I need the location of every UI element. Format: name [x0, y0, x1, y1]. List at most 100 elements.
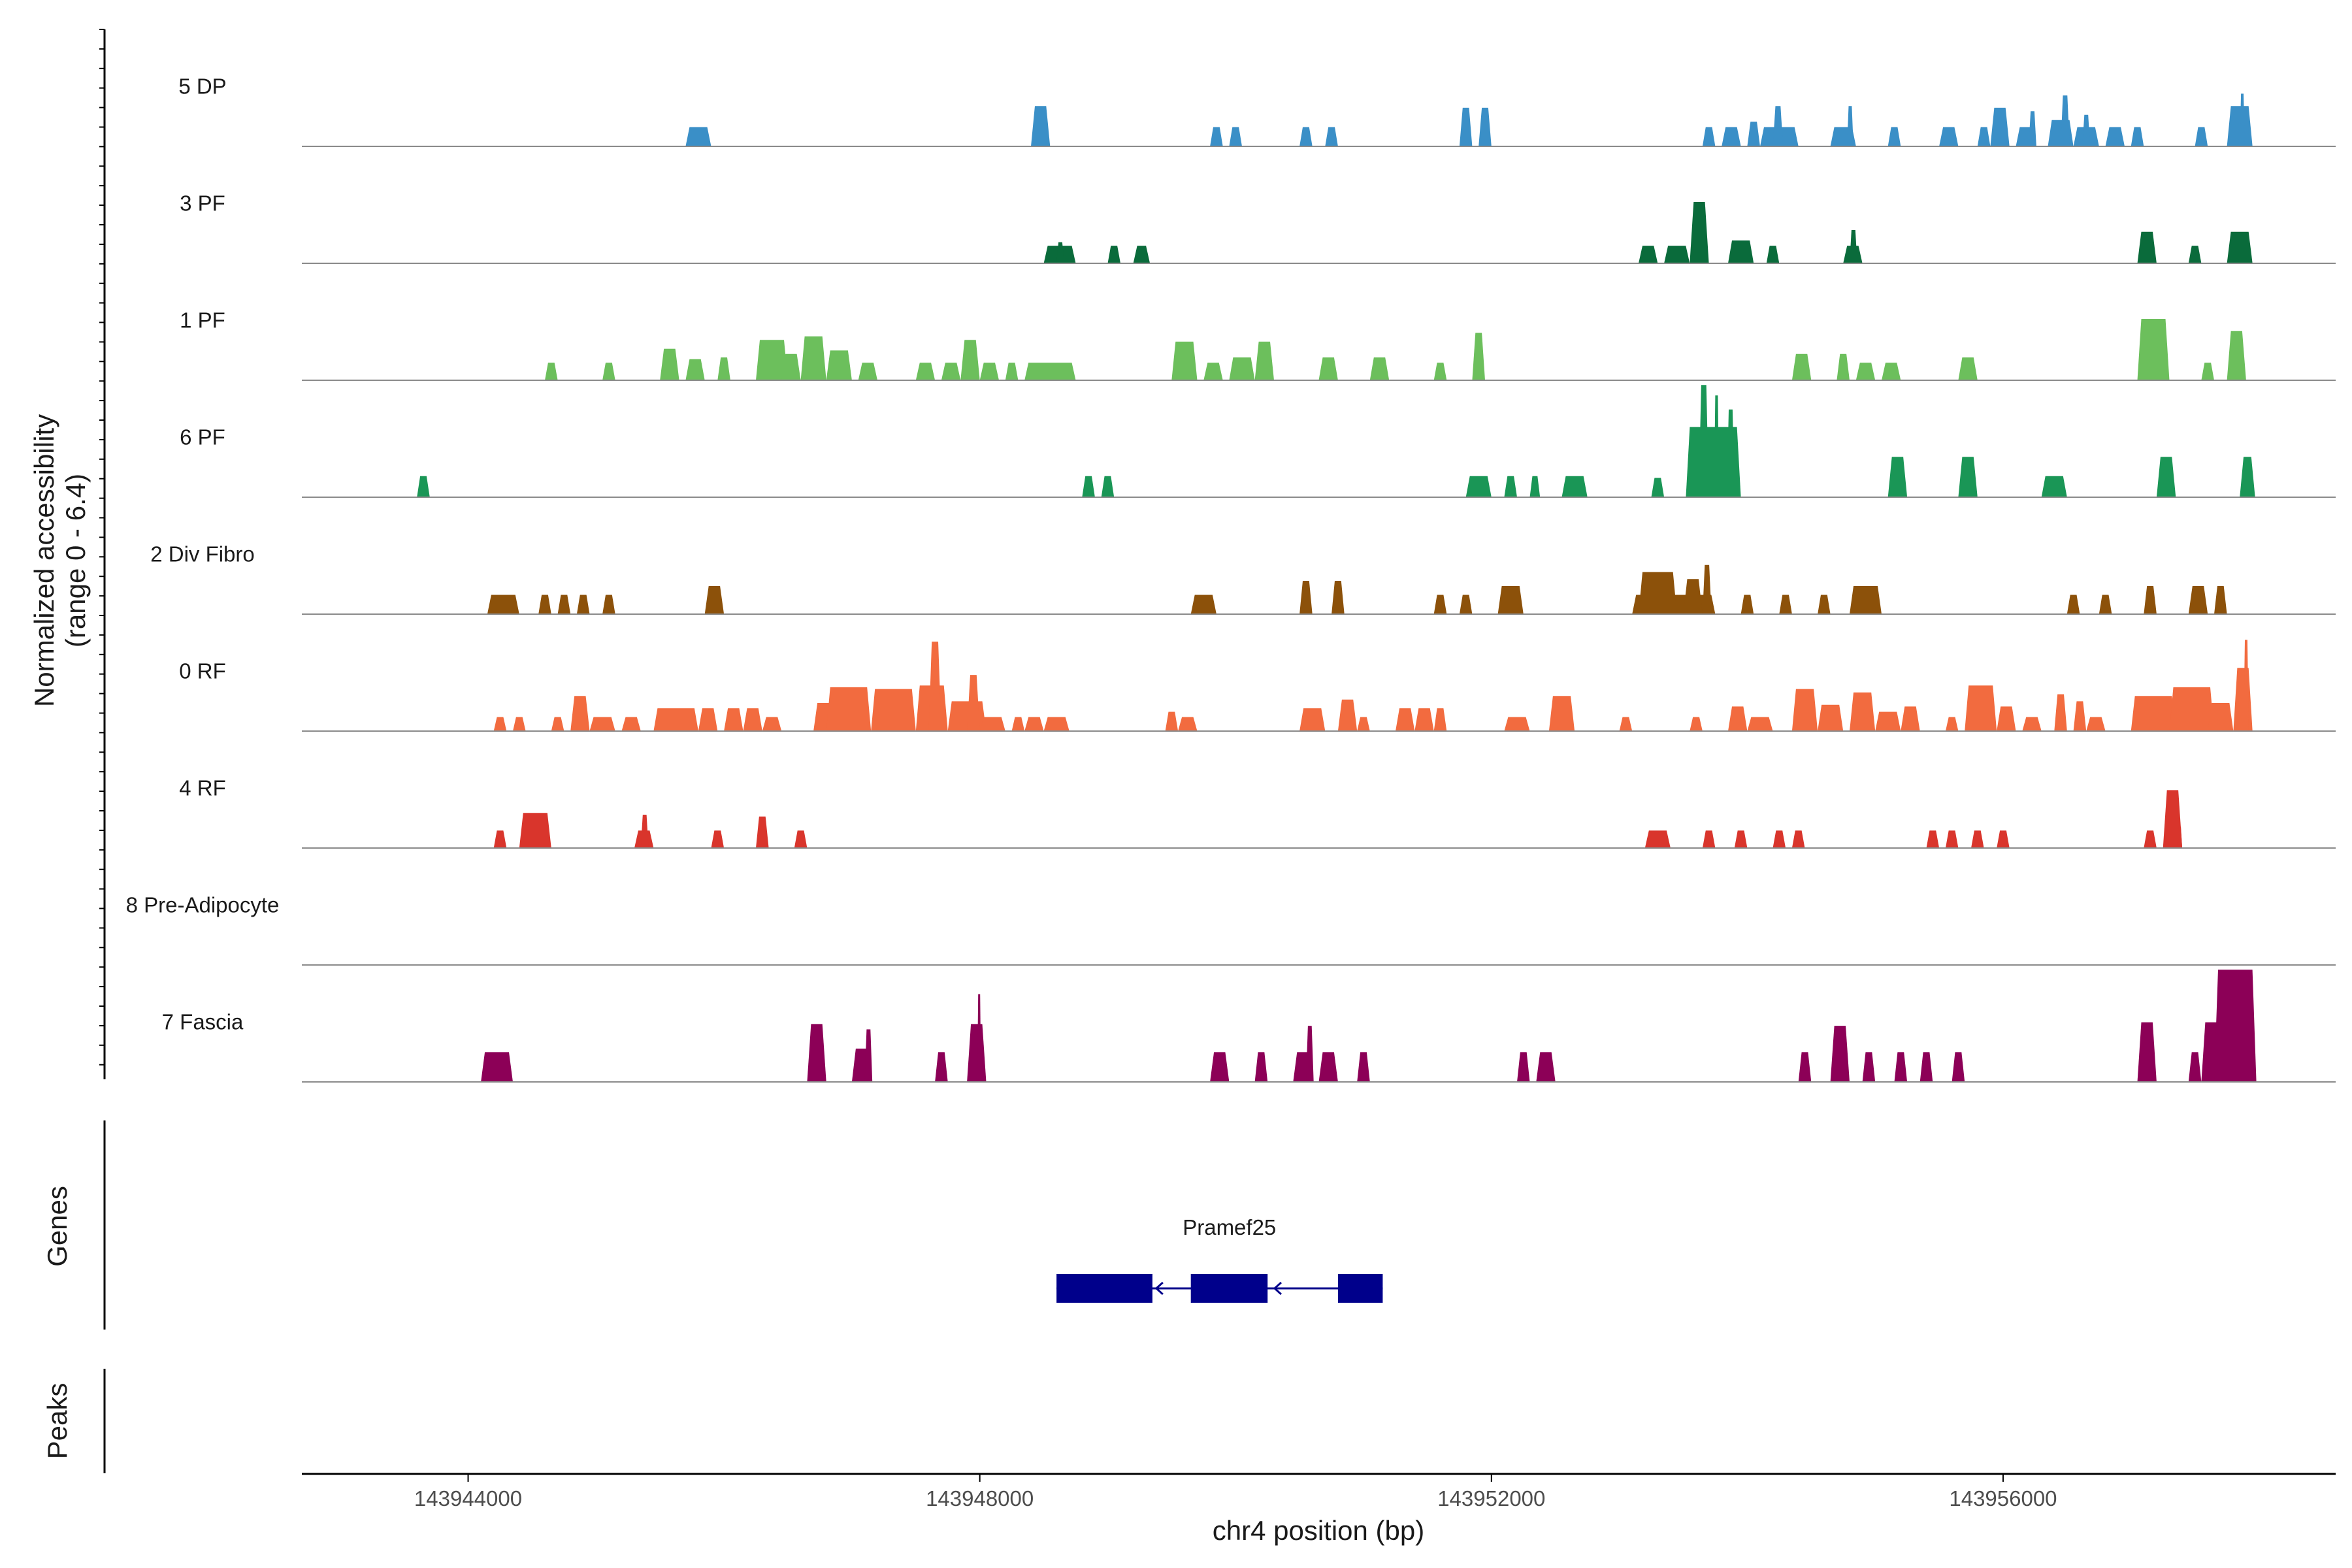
- coverage-peak-0-0: [685, 127, 711, 146]
- coverage-peak-6-8: [1702, 830, 1716, 848]
- coverage-peak-2-28: [1958, 357, 1978, 380]
- coverage-peak-4-24: [2214, 586, 2227, 614]
- coverage-peak-5-40: [1901, 706, 1920, 731]
- coverage-peak-5-30: [1504, 717, 1530, 731]
- coverage-peak-6-0: [493, 830, 507, 848]
- coverage-peak-1-3: [1133, 246, 1151, 263]
- coverage-peak-0-29: [2240, 93, 2245, 146]
- coverage-peak-4-7: [1299, 581, 1313, 614]
- coverage-peak-4-1: [538, 595, 551, 614]
- track-1: 3 PF: [180, 191, 2336, 264]
- track-label-6: 4 RF: [179, 776, 226, 800]
- coverage-peak-8-20: [1952, 1052, 1965, 1082]
- coverage-peak-5-32: [1619, 717, 1633, 731]
- coverage-peak-0-27: [2195, 127, 2208, 146]
- coverage-peak-3-15: [2156, 457, 2176, 497]
- coverage-peak-8-4: [935, 1052, 948, 1082]
- coverage-peak-4-20: [2066, 595, 2080, 614]
- coverage-peak-1-2: [1107, 246, 1120, 263]
- coverage-peak-4-21: [2099, 595, 2112, 614]
- coverage-peak-4-23: [2188, 586, 2208, 614]
- coverage-peak-5-51: [2233, 668, 2253, 731]
- coverage-peak-3-11: [1727, 409, 1735, 497]
- coverage-peak-4-15: [1702, 564, 1712, 614]
- coverage-peak-8-17: [1862, 1052, 1876, 1082]
- coverage-peak-3-3: [1465, 476, 1492, 497]
- x-tick-label-1: 143948000: [926, 1486, 1034, 1511]
- coverage-peak-2-25: [1837, 353, 1850, 380]
- coverage-peak-8-18: [1894, 1052, 1908, 1082]
- coverage-peak-5-25: [1337, 699, 1358, 731]
- coverage-peak-4-0: [487, 595, 519, 614]
- coverage-peak-5-21: [1043, 717, 1070, 731]
- coverage-peak-5-10: [762, 717, 782, 731]
- gene-exon-0-1: [1190, 1274, 1268, 1303]
- track-7: 8 Pre-Adipocyte: [126, 893, 2336, 966]
- coverage-peak-0-2: [1210, 127, 1223, 146]
- coverage-peak-8-21: [2137, 1022, 2157, 1082]
- coverage-peak-2-13: [979, 363, 999, 380]
- coverage-peak-8-0: [481, 1052, 513, 1082]
- track-label-1: 3 PF: [180, 191, 225, 216]
- coverage-peak-1-8: [1766, 246, 1780, 263]
- coverage-peak-0-7: [1478, 107, 1492, 146]
- track-8: 7 Fascia: [162, 970, 2336, 1083]
- track-2: 1 PF: [180, 308, 2336, 381]
- coverage-peak-2-15: [1024, 363, 1076, 380]
- coverage-peak-6-16: [2144, 830, 2157, 848]
- coverage-peak-4-16: [1740, 595, 1754, 614]
- x-tick-label-2: 143952000: [1437, 1486, 1545, 1511]
- coverage-peak-6-5: [756, 816, 769, 848]
- coverage-peak-4-22: [2144, 586, 2157, 614]
- coverage-peak-3-12: [1887, 457, 1908, 497]
- coverage-peak-5-49: [2169, 687, 2214, 731]
- coverage-peak-0-22: [2061, 95, 2070, 146]
- coverage-peak-5-18: [979, 717, 1005, 731]
- coverage-peak-8-13: [1517, 1052, 1530, 1082]
- coverage-peak-5-15: [928, 642, 941, 731]
- coverage-peak-5-17: [967, 675, 980, 731]
- track-4: 2 Div Fibro: [150, 542, 2336, 615]
- coverage-peak-3-13: [1958, 457, 1978, 497]
- coverage-peak-4-9: [1433, 595, 1447, 614]
- coverage-peak-5-36: [1791, 689, 1818, 731]
- coverage-peak-2-5: [756, 340, 788, 380]
- coverage-peak-6-7: [1644, 830, 1671, 848]
- strand-arrow-0-1: [1273, 1281, 1282, 1296]
- coverage-peak-1-5: [1664, 246, 1690, 263]
- gene-exon-0-2: [1337, 1274, 1383, 1303]
- coverage-peak-0-1: [1031, 106, 1051, 146]
- coverage-peak-8-19: [1919, 1052, 1933, 1082]
- coverage-peak-4-2: [557, 595, 571, 614]
- coverage-peak-2-2: [660, 348, 679, 380]
- coverage-peak-5-33: [1690, 717, 1703, 731]
- track-0: 5 DP: [178, 74, 2336, 147]
- coverage-peak-5-48: [2131, 696, 2176, 731]
- track-label-4: 2 Div Fibro: [150, 542, 255, 566]
- coverage-peak-6-11: [1791, 830, 1805, 848]
- track-label-7: 8 Pre-Adipocyte: [126, 893, 280, 917]
- coverage-peak-3-5: [1529, 476, 1541, 497]
- coverage-peak-6-13: [1945, 830, 1959, 848]
- coverage-peak-3-6: [1561, 476, 1588, 497]
- coverage-peak-2-22: [1433, 363, 1447, 380]
- coverage-peak-8-8: [1254, 1052, 1268, 1082]
- y-axis-ticks: [99, 29, 105, 1066]
- coverage-peak-4-14: [1683, 579, 1703, 614]
- coverage-peak-2-10: [915, 363, 936, 380]
- coverage-peak-0-9: [1722, 127, 1741, 146]
- gene-track: Pramef25: [1056, 1215, 1383, 1303]
- coverage-peak-5-20: [1024, 717, 1044, 731]
- coverage-peak-5-2: [551, 717, 564, 731]
- coverage-peak-6-4: [711, 830, 725, 848]
- coverage-peak-1-1: [1056, 242, 1064, 263]
- coverage-peak-5-38: [1850, 692, 1876, 731]
- coverage-peak-2-8: [826, 350, 852, 380]
- coverage-peak-2-16: [1171, 341, 1198, 380]
- coverage-peak-0-26: [2131, 127, 2144, 146]
- x-tick-label-0: 143944000: [414, 1486, 522, 1511]
- coverage-peak-5-34: [1728, 706, 1748, 731]
- coverage-peak-0-17: [1977, 127, 1991, 146]
- coverage-peak-5-1: [513, 717, 526, 731]
- coverage-peak-2-0: [545, 363, 558, 380]
